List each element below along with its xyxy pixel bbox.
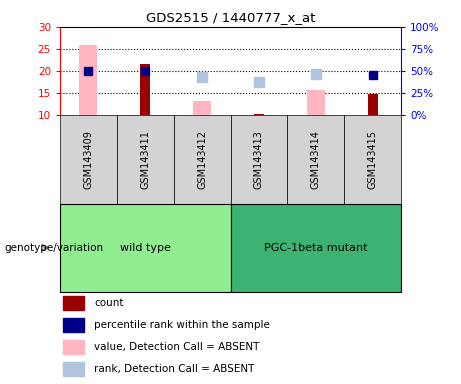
Bar	[60, 115, 117, 204]
Text: PGC-1beta mutant: PGC-1beta mutant	[264, 243, 367, 253]
Title: GDS2515 / 1440777_x_at: GDS2515 / 1440777_x_at	[146, 11, 315, 24]
Bar	[63, 296, 84, 310]
Text: GSM143411: GSM143411	[140, 130, 150, 189]
Text: rank, Detection Call = ABSENT: rank, Detection Call = ABSENT	[94, 364, 254, 374]
Text: genotype/variation: genotype/variation	[5, 243, 104, 253]
Bar	[287, 115, 344, 204]
Bar	[193, 101, 211, 115]
Text: GSM143413: GSM143413	[254, 130, 264, 189]
Bar	[230, 115, 287, 204]
Text: GSM143409: GSM143409	[83, 130, 94, 189]
Bar	[117, 115, 174, 204]
Bar	[140, 65, 150, 115]
Bar	[79, 45, 97, 115]
Bar	[230, 204, 401, 292]
Bar	[367, 94, 378, 115]
Text: percentile rank within the sample: percentile rank within the sample	[94, 320, 270, 330]
Bar	[63, 362, 84, 376]
Text: count: count	[94, 298, 124, 308]
Bar	[63, 340, 84, 354]
Text: GSM143412: GSM143412	[197, 130, 207, 189]
Bar	[344, 115, 401, 204]
Text: value, Detection Call = ABSENT: value, Detection Call = ABSENT	[94, 342, 260, 352]
Bar	[174, 115, 230, 204]
Bar	[63, 318, 84, 332]
Bar	[254, 114, 264, 115]
Text: GSM143415: GSM143415	[367, 130, 378, 189]
Bar	[307, 89, 325, 115]
Text: wild type: wild type	[120, 243, 171, 253]
Text: GSM143414: GSM143414	[311, 130, 321, 189]
Bar	[60, 204, 230, 292]
